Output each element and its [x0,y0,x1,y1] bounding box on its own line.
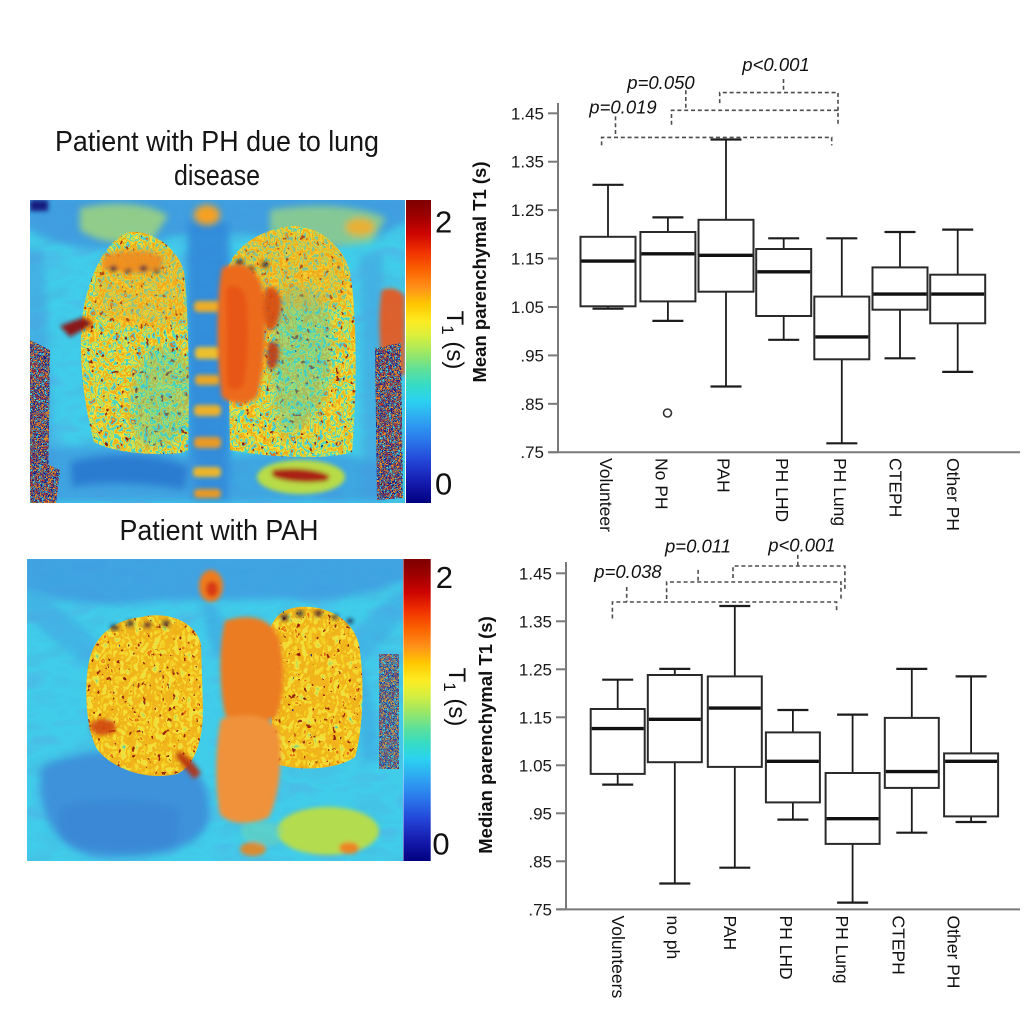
svg-text:T1 (s): T1 (s) [438,311,468,370]
svg-text:PH Lung: PH Lung [830,458,850,526]
svg-text:Median parenchymal T1 (s): Median parenchymal T1 (s) [475,616,496,853]
svg-text:.85: .85 [528,852,552,871]
svg-text:1.15: 1.15 [519,708,552,727]
svg-text:p=0.038: p=0.038 [593,561,662,582]
svg-text:p<0.001: p<0.001 [741,54,809,75]
svg-text:1.35: 1.35 [519,612,552,631]
svg-text:p=0.011: p=0.011 [664,535,731,556]
svg-text:Other PH: Other PH [944,916,964,989]
svg-text:PH Lung: PH Lung [832,916,852,984]
svg-text:PH LHD: PH LHD [772,458,792,522]
svg-text:T1 (s): T1 (s) [440,668,470,727]
svg-text:CTEPH: CTEPH [889,916,909,975]
svg-text:p<0.001: p<0.001 [767,534,835,555]
svg-text:CTEPH: CTEPH [886,458,906,517]
svg-text:2: 2 [435,205,452,240]
svg-text:1.45: 1.45 [511,104,544,123]
svg-text:disease: disease [174,160,260,192]
svg-text:1.35: 1.35 [511,153,544,172]
svg-text:.95: .95 [520,346,544,365]
svg-text:1.25: 1.25 [519,660,552,679]
svg-text:Volunteer: Volunteer [596,458,616,532]
svg-text:PH LHD: PH LHD [776,916,796,980]
svg-text:no ph: no ph [663,916,683,960]
svg-text:1.25: 1.25 [511,201,544,220]
svg-text:0: 0 [435,467,452,502]
svg-text:p=0.019: p=0.019 [588,97,656,118]
svg-text:p=0.050: p=0.050 [626,72,695,93]
svg-text:Mean parenchymal T1 (s): Mean parenchymal T1 (s) [469,161,490,382]
svg-text:Other PH: Other PH [943,458,963,531]
svg-text:.75: .75 [520,443,544,462]
svg-text:Patient with PAH: Patient with PAH [120,515,319,547]
svg-text:2: 2 [436,560,453,595]
svg-text:1.15: 1.15 [511,250,544,269]
svg-text:0: 0 [432,827,449,862]
svg-text:1.45: 1.45 [519,564,552,583]
svg-text:1.05: 1.05 [519,756,552,775]
svg-text:Patient with PH due to lung: Patient with PH due to lung [55,126,379,158]
svg-text:PAH: PAH [720,916,740,951]
svg-text:.75: .75 [528,900,552,919]
svg-text:Volunteers: Volunteers [608,916,628,999]
svg-text:PAH: PAH [714,458,734,493]
svg-text:1.05: 1.05 [511,298,544,317]
svg-text:.95: .95 [528,804,552,823]
svg-text:No PH: No PH [652,458,672,510]
svg-text:.85: .85 [520,395,544,414]
